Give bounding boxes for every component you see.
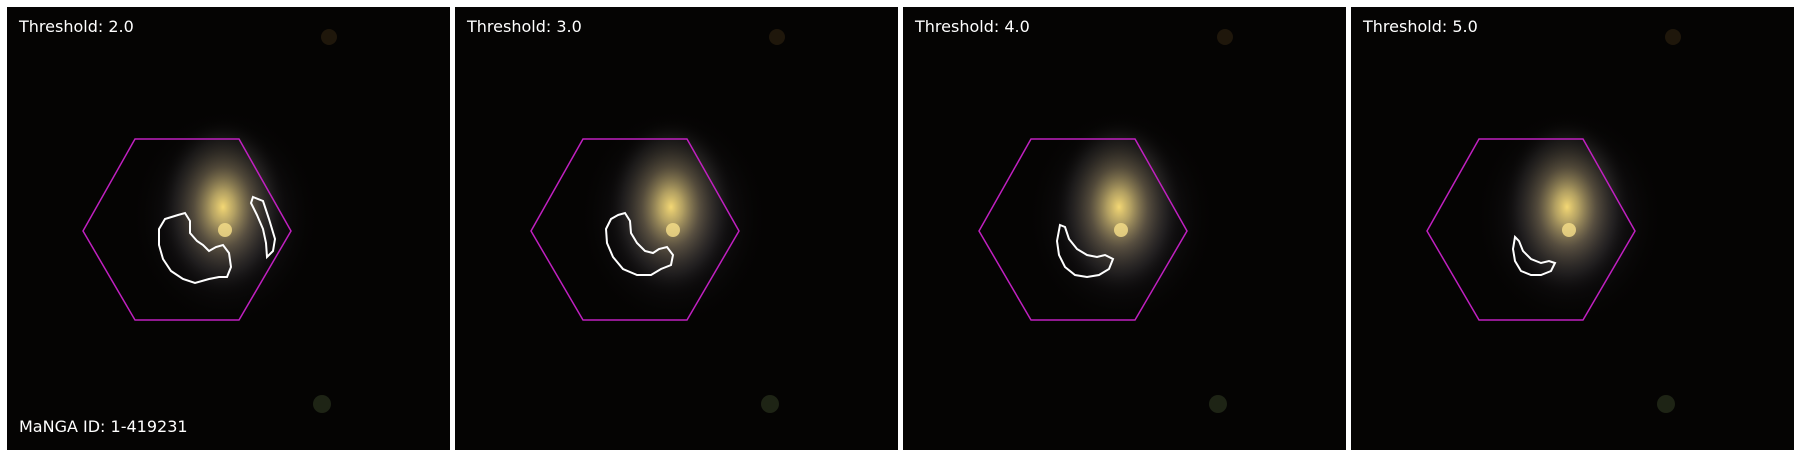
contour-outline — [1055, 223, 1115, 279]
threshold-label: Threshold: 2.0 — [19, 17, 134, 36]
contour-outline — [249, 195, 277, 260]
contour-outline — [158, 211, 233, 285]
background-source — [761, 395, 779, 413]
galaxy-core — [1114, 223, 1128, 237]
background-source — [313, 395, 331, 413]
manga-id-label: MaNGA ID: 1-419231 — [19, 417, 188, 436]
galaxy-image — [455, 7, 898, 450]
galaxy-body — [158, 117, 288, 297]
background-source — [1665, 29, 1681, 45]
ifu-hexagon — [978, 138, 1188, 321]
ifu-hexagon — [1426, 138, 1636, 321]
threshold-label: Threshold: 5.0 — [1363, 17, 1478, 36]
panel-threshold-2: Threshold: 2.0 MaNGA ID: 1-419231 — [7, 7, 450, 450]
background-source — [1217, 29, 1233, 45]
threshold-label: Threshold: 3.0 — [467, 17, 582, 36]
panel-threshold-5: Threshold: 5.0 — [1351, 7, 1794, 450]
galaxy-image — [1351, 7, 1794, 450]
contour-outline — [1511, 234, 1557, 276]
galaxy-image — [7, 7, 450, 450]
background-source — [1657, 395, 1675, 413]
ifu-hexagon — [82, 138, 292, 321]
background-source — [1209, 395, 1227, 413]
background-source — [769, 29, 785, 45]
galaxy-core — [666, 223, 680, 237]
galaxy-image — [903, 7, 1346, 450]
galaxy-body — [1054, 117, 1184, 297]
background-source — [321, 29, 337, 45]
panel-threshold-3: Threshold: 3.0 — [455, 7, 898, 450]
galaxy-body — [606, 117, 736, 297]
galaxy-core — [218, 223, 232, 237]
panel-threshold-4: Threshold: 4.0 — [903, 7, 1346, 450]
contour-outline — [604, 211, 675, 276]
galaxy-core — [1562, 223, 1576, 237]
galaxy-body — [1502, 117, 1632, 297]
ifu-hexagon — [530, 138, 740, 321]
threshold-label: Threshold: 4.0 — [915, 17, 1030, 36]
